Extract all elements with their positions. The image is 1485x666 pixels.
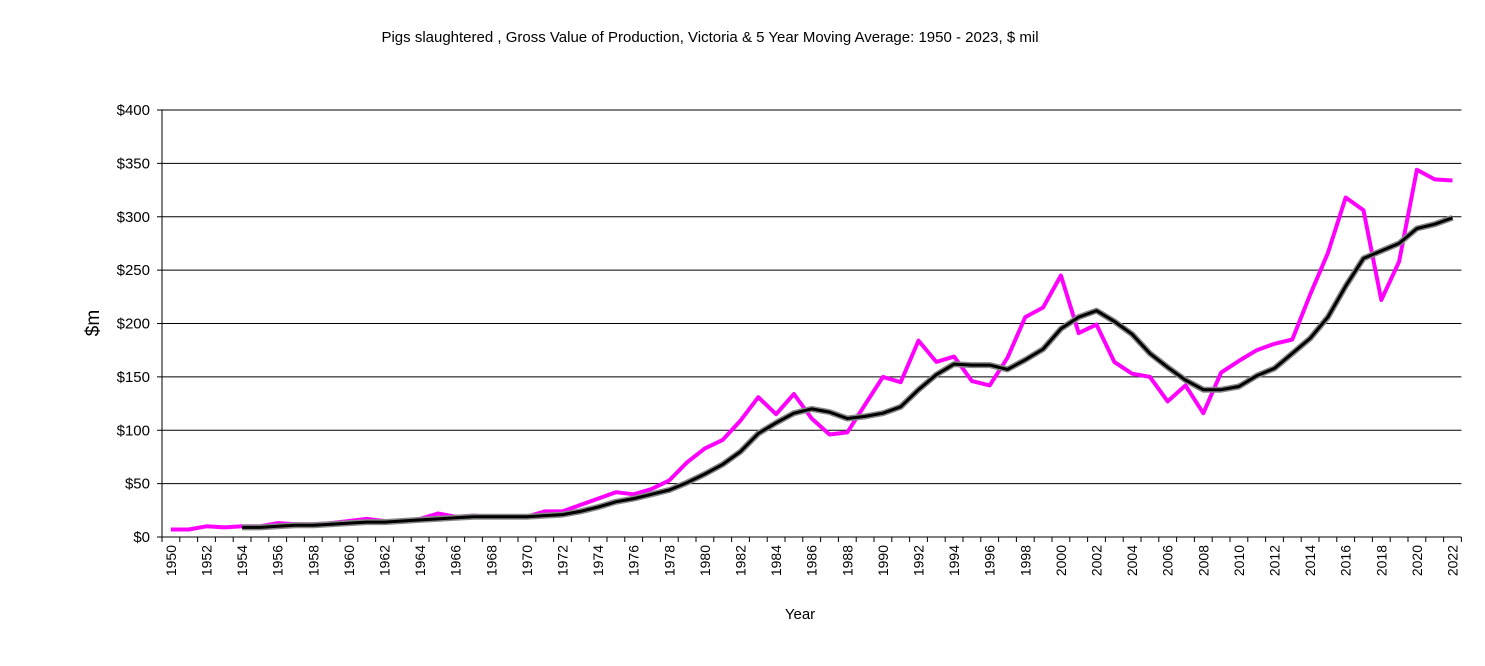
x-tick-label: 1950 xyxy=(163,545,179,576)
x-tick-label: 2020 xyxy=(1409,545,1425,576)
x-tick-label: 1962 xyxy=(377,545,393,576)
x-tick-label: 2008 xyxy=(1195,545,1211,576)
x-tick-label: 2000 xyxy=(1053,545,1069,576)
x-tick-label: 2002 xyxy=(1089,545,1105,576)
x-tick-label: 1954 xyxy=(234,545,250,576)
x-tick-label: 2010 xyxy=(1231,545,1247,576)
series-line-shadow xyxy=(242,214,1454,531)
x-tick-label: 1986 xyxy=(804,545,820,576)
x-tick-label: 2012 xyxy=(1267,545,1283,576)
x-tick-label: 1968 xyxy=(483,545,499,576)
x-tick-label: 1958 xyxy=(305,545,321,576)
x-tick-label: 2014 xyxy=(1302,545,1318,576)
x-tick-label: 2006 xyxy=(1160,545,1176,576)
y-tick-label: $0 xyxy=(133,529,150,546)
x-tick-label: 2022 xyxy=(1445,545,1461,576)
y-tick-label: $100 xyxy=(117,422,150,439)
x-tick-label: 1978 xyxy=(661,545,677,576)
x-tick-label: 1980 xyxy=(697,545,713,576)
y-tick-label: $150 xyxy=(117,369,150,386)
y-tick-label: $200 xyxy=(117,316,150,333)
x-tick-label: 1988 xyxy=(839,545,855,576)
x-tick-label: 1972 xyxy=(555,545,571,576)
x-tick-label: 2016 xyxy=(1338,545,1354,576)
x-tick-label: 2004 xyxy=(1124,545,1140,576)
series-line-1 xyxy=(170,167,1453,532)
y-tick-label: $250 xyxy=(117,262,150,279)
x-tick-label: 1998 xyxy=(1017,545,1033,576)
x-tick-label: 1992 xyxy=(911,545,927,576)
x-tick-label: 1960 xyxy=(341,545,357,576)
x-tick-label: 1964 xyxy=(412,545,428,576)
x-tick-label: 1996 xyxy=(982,545,998,576)
x-axis-label: Year xyxy=(785,606,815,623)
chart-title: Pigs slaughtered , Gross Value of Produc… xyxy=(381,29,1038,46)
y-tick-label: $50 xyxy=(125,476,150,493)
x-tick-label: 1966 xyxy=(448,545,464,576)
x-tick-label: 1970 xyxy=(519,545,535,576)
x-tick-label: 2018 xyxy=(1373,545,1389,576)
x-tick-label: 1956 xyxy=(270,545,286,576)
x-tick-label: 1984 xyxy=(768,545,784,576)
x-tick-label: 1990 xyxy=(875,545,891,576)
y-axis-label: $m xyxy=(83,310,104,336)
x-tick-label: 1976 xyxy=(626,545,642,576)
y-tick-label: $350 xyxy=(117,155,150,172)
x-tick-label: 1982 xyxy=(733,545,749,576)
y-tick-label: $300 xyxy=(117,209,150,226)
x-tick-label: 1974 xyxy=(590,545,606,576)
y-tick-label: $400 xyxy=(117,102,150,119)
x-tick-label: 1952 xyxy=(199,545,215,576)
x-tick-label: 1994 xyxy=(946,545,962,576)
